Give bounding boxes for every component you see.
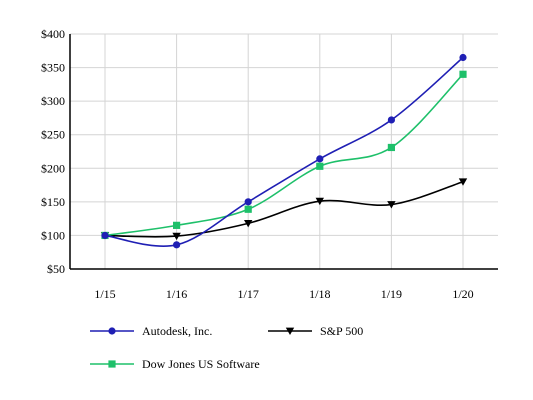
y-tick-label: $100 — [41, 228, 65, 242]
data-point — [387, 116, 395, 124]
data-point — [459, 53, 467, 62]
data-point — [244, 198, 252, 206]
x-tick-label: 1/15 — [94, 287, 115, 301]
y-tick-label: $350 — [41, 61, 65, 75]
y-tick-label: $250 — [41, 128, 65, 142]
x-tick-label: 1/20 — [452, 287, 473, 301]
y-tick-label: $150 — [41, 195, 65, 209]
data-point — [387, 201, 396, 209]
series-line — [104, 180, 464, 238]
y-tick-label: $50 — [47, 262, 65, 276]
y-tick-label: $300 — [41, 94, 65, 108]
data-point — [316, 155, 324, 163]
grid — [70, 33, 498, 269]
axes — [69, 34, 498, 270]
series-1 — [101, 53, 467, 249]
data-point — [459, 70, 467, 78]
x-tick-label: 1/17 — [238, 287, 259, 301]
data-point — [387, 143, 395, 152]
data-point — [244, 205, 252, 213]
data-point — [172, 232, 181, 241]
x-tick-label: 1/16 — [166, 287, 187, 301]
data-point — [101, 231, 109, 240]
y-tick-label: $400 — [41, 27, 65, 41]
x-tick-label: 1/19 — [381, 287, 402, 301]
data-point — [458, 178, 468, 186]
data-point — [315, 197, 324, 206]
data-point — [173, 221, 181, 229]
y-tick-label: $200 — [41, 161, 65, 175]
series-group — [100, 53, 468, 249]
tick-labels: $50 $100 $150 $200 $250 $300 $350 $400 1/15 1/16 1… — [41, 27, 474, 301]
data-point — [173, 241, 181, 249]
x-tick-label: 1/18 — [309, 287, 330, 301]
data-point — [244, 219, 253, 228]
data-point — [316, 162, 324, 170]
series-line — [104, 56, 464, 247]
series-3 — [101, 70, 467, 240]
